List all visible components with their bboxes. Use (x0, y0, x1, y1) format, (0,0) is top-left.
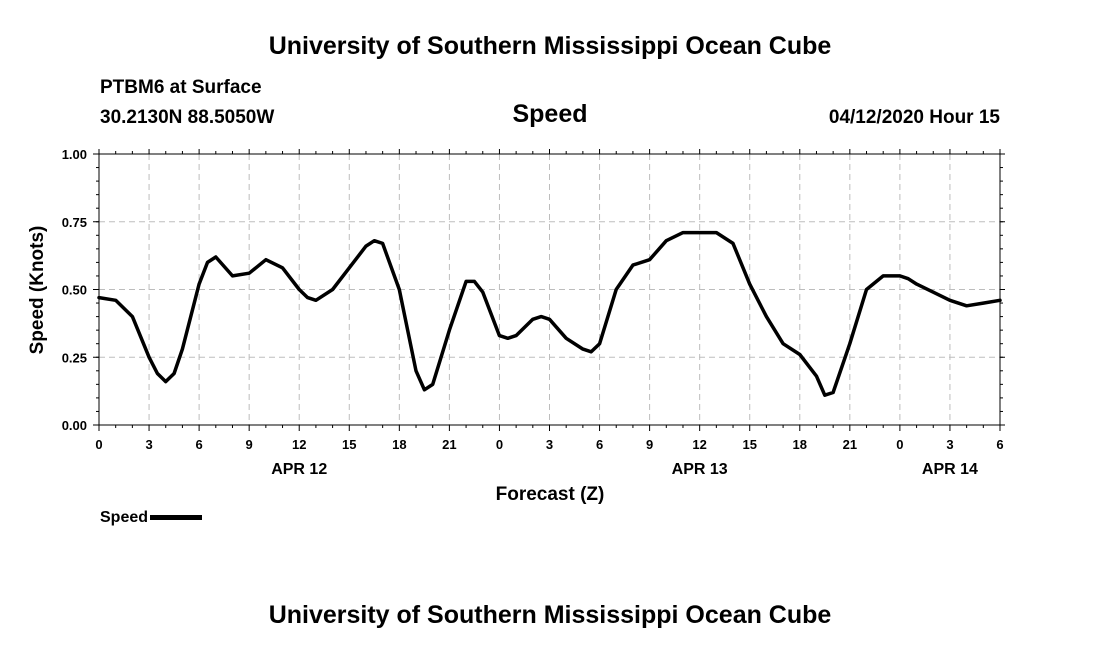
date-label: APR 12 (271, 461, 327, 478)
x-tick-label: 21 (442, 437, 456, 452)
datetime-label: 04/12/2020 Hour 15 (828, 107, 1000, 128)
legend: Speed (100, 509, 203, 527)
variable-label: Speed (512, 100, 588, 128)
x-tick-label: 15 (342, 437, 356, 452)
x-axis-title: Forecast (Z) (496, 484, 605, 505)
footer-title: University of Southern Mississippi Ocean… (268, 601, 832, 629)
y-tick-label: 1.00 (62, 147, 87, 162)
y-tick-label: 0.75 (62, 215, 87, 230)
axis-ticks (93, 149, 1005, 431)
x-tick-label: 6 (996, 437, 1003, 452)
chart-title: University of Southern Mississippi Ocean… (268, 32, 832, 60)
station-label: PTBM6 at Surface (100, 77, 262, 98)
x-tick-label: 18 (793, 437, 807, 452)
x-tick-label: 0 (496, 437, 503, 452)
legend-label: Speed (100, 509, 149, 526)
x-tick-label: 0 (896, 437, 903, 452)
y-tick-label: 0.50 (62, 283, 87, 298)
coordinates-label: 30.2130N 88.5050W (100, 107, 275, 128)
x-tick-labels: 0 3 6 9 12 15 18 21 0 3 6 9 12 15 18 21 0 3 6 (95, 437, 1003, 452)
x-tick-label: 6 (596, 437, 603, 452)
x-tick-label: 0 (95, 437, 102, 452)
y-tick-labels: 0.00 0.25 0.50 0.75 1.00 (62, 147, 87, 433)
x-tick-label: 18 (392, 437, 406, 452)
legend-line-swatch (150, 515, 203, 521)
x-tick-label: 15 (742, 437, 756, 452)
x-tick-label: 6 (195, 437, 202, 452)
date-labels: APR 12 APR 13 APR 14 (271, 461, 978, 478)
x-tick-label: 21 (843, 437, 857, 452)
speed-series-line (97, 230, 1002, 397)
x-tick-label: 12 (692, 437, 706, 452)
y-tick-label: 0.25 (62, 350, 87, 365)
x-tick-label: 9 (646, 437, 653, 452)
date-label: APR 13 (672, 461, 728, 478)
x-tick-label: 3 (946, 437, 953, 452)
x-tick-label: 9 (246, 437, 253, 452)
y-axis-title: Speed (Knots) (27, 226, 48, 355)
x-tick-label: 3 (145, 437, 152, 452)
y-tick-label: 0.00 (62, 418, 87, 433)
x-tick-label: 3 (546, 437, 553, 452)
date-label: APR 14 (922, 461, 978, 478)
x-tick-label: 12 (292, 437, 306, 452)
